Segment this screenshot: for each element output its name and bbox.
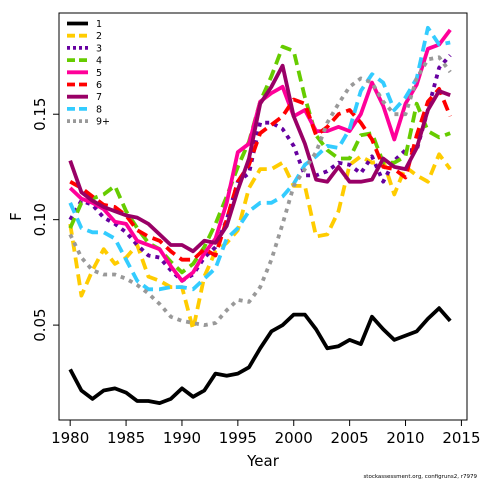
y-tick-label: 0.05 [31, 308, 49, 341]
series-line-2 [68, 152, 452, 332]
series-line-6 [69, 87, 452, 262]
series-line-5 [68, 28, 452, 283]
x-axis-label: Year [246, 452, 280, 470]
legend-label: 3 [96, 43, 102, 54]
legend-label: 4 [96, 56, 102, 67]
plot-frame [58, 12, 468, 421]
series-layer [68, 25, 452, 406]
y-axis: 0.05 0.10 0.15 [31, 98, 60, 342]
series-line-9plus [68, 55, 452, 328]
x-tick-label: 2015 [442, 429, 480, 447]
x-tick-label: 2000 [275, 429, 313, 447]
series-line-4 [68, 44, 451, 275]
footnote: stockassessment.org, configruns2, r7979 [363, 474, 477, 480]
x-tick-label: 1985 [107, 429, 145, 447]
legend-label: 9+ [96, 117, 110, 128]
x-tick-label: 1990 [163, 429, 201, 447]
legend-label: 2 [96, 31, 102, 42]
x-axis: 1980 1985 1990 1995 2000 2005 2010 2015 [51, 419, 480, 447]
legend-label: 5 [96, 68, 102, 79]
x-tick-label: 2010 [386, 429, 424, 447]
y-tick-label: 0.15 [31, 98, 49, 131]
x-tick-label: 1980 [51, 429, 89, 447]
series-line-7 [68, 63, 451, 254]
x-tick-label: 2005 [331, 429, 369, 447]
series-line-1 [68, 306, 452, 406]
legend-label: 8 [96, 104, 102, 115]
legend-label: 6 [96, 80, 102, 91]
x-tick-label: 1995 [219, 429, 257, 447]
y-tick-label: 0.10 [31, 203, 49, 236]
legend-label: 7 [96, 92, 102, 103]
y-axis-label: F [7, 212, 25, 221]
legend-label: 1 [96, 19, 102, 30]
series-line-8 [68, 25, 451, 292]
series-line-3 [68, 53, 452, 283]
